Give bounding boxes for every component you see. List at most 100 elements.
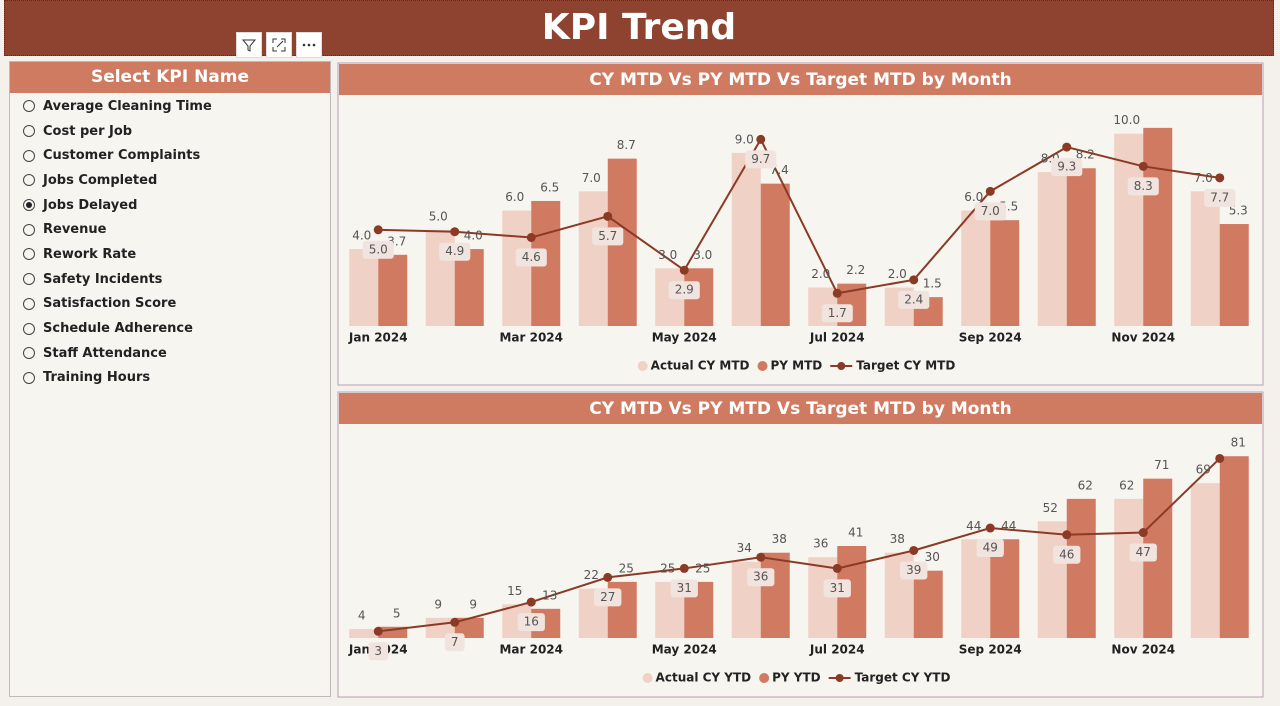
target-point: [832, 288, 842, 298]
slicer-item[interactable]: Rework Rate: [10, 242, 330, 267]
data-label-group: 44: [966, 519, 981, 533]
radio-button[interactable]: [23, 347, 35, 360]
data-label: 7.0: [582, 171, 601, 185]
radio-button[interactable]: [23, 273, 35, 286]
radio-button[interactable]: [23, 223, 35, 236]
target-point: [832, 563, 842, 573]
data-label-group: 1.5: [923, 277, 942, 291]
target-point: [373, 225, 383, 235]
data-label-group: 7.0: [1194, 171, 1213, 185]
target-point: [1062, 142, 1072, 152]
data-label: 2.2: [846, 263, 865, 277]
more-button[interactable]: [296, 32, 322, 58]
slicer-item[interactable]: Cost per Job: [10, 119, 330, 144]
kpi-slicer: Select KPI Name Average Cleaning Time Cos…: [9, 61, 331, 697]
legend-label: PY MTD: [771, 359, 823, 373]
data-label: 38: [890, 532, 905, 546]
data-label-group: 6.5: [540, 180, 559, 194]
bar: [1190, 191, 1220, 326]
slicer-item[interactable]: Training Hours: [10, 366, 330, 391]
target-label-group: 7.7: [1204, 188, 1236, 207]
data-label: 4.0: [352, 229, 371, 243]
target-line: [378, 137, 1220, 295]
radio-button[interactable]: [23, 248, 35, 261]
data-label: 71: [1154, 458, 1169, 472]
target-label: 4.9: [445, 244, 464, 258]
page-title: KPI Trend: [541, 7, 737, 48]
target-label-group: 7: [444, 633, 465, 652]
data-label: 36: [813, 537, 828, 551]
focus-button[interactable]: [266, 32, 292, 58]
slicer-item[interactable]: Schedule Adherence: [10, 316, 330, 341]
bar: [502, 210, 532, 326]
label-box: [747, 568, 775, 587]
target-label-group: 1.7: [821, 304, 853, 323]
radio-button[interactable]: [23, 199, 35, 212]
target-label-group: 31: [670, 579, 698, 598]
slicer-item[interactable]: Jobs Completed: [10, 168, 330, 193]
data-label-group: 22: [584, 568, 599, 582]
target-point: [603, 211, 613, 221]
target-label: 4.6: [522, 250, 541, 264]
data-label-group: 4: [358, 609, 366, 623]
target-label-group: 39: [900, 561, 928, 580]
bar: [1114, 498, 1144, 638]
slicer-item[interactable]: Safety Incidents: [10, 267, 330, 292]
label-box: [517, 613, 545, 632]
data-label-group: 38: [890, 532, 905, 546]
bar: [731, 152, 761, 326]
target-label: 49: [983, 541, 998, 555]
label-box: [439, 242, 471, 261]
target-label-group: 3: [368, 642, 389, 661]
radio-button[interactable]: [23, 322, 35, 335]
target-point: [909, 545, 919, 555]
data-label-group: 2.2: [846, 263, 865, 277]
data-label: 69: [1196, 463, 1211, 477]
radio-button[interactable]: [23, 100, 35, 113]
target-label-group: 2.9: [668, 281, 700, 300]
data-label-group: 62: [1119, 478, 1134, 492]
legend-label: Target CY YTD: [855, 671, 951, 685]
data-label: 7.0: [1194, 171, 1213, 185]
x-tick-label: Sep 2024: [959, 643, 1022, 657]
radio-button[interactable]: [23, 297, 35, 310]
target-label: 9.3: [1057, 160, 1076, 174]
target-label: 16: [524, 615, 539, 629]
legend: Actual CY YTD PY YTD Target CY YTD: [642, 671, 951, 685]
data-label: 8.7: [617, 138, 636, 152]
target-label-group: 9.3: [1051, 158, 1083, 177]
target-point: [603, 572, 613, 582]
label-box: [976, 539, 1004, 558]
slicer-item[interactable]: Average Cleaning Time: [10, 94, 330, 119]
x-tick-label: Jan 2024: [348, 331, 408, 345]
radio-button[interactable]: [23, 371, 35, 384]
data-label: 5: [393, 606, 401, 620]
radio-button[interactable]: [23, 125, 35, 138]
data-label: 1.5: [923, 277, 942, 291]
bar: [378, 626, 408, 638]
label-box: [974, 202, 1006, 221]
slicer-item[interactable]: Customer Complaints: [10, 143, 330, 168]
slicer-item[interactable]: Staff Attendance: [10, 341, 330, 366]
target-point: [1062, 530, 1072, 540]
data-label-group: 4.0: [464, 229, 483, 243]
chart-title: CY MTD Vs PY MTD Vs Target MTD by Month: [589, 70, 1012, 90]
label-box: [668, 281, 700, 300]
data-label: 9: [469, 597, 477, 611]
slicer-item-label: Staff Attendance: [43, 345, 167, 361]
target-label: 7: [451, 635, 459, 649]
slicer-item[interactable]: Jobs Delayed: [10, 193, 330, 218]
radio-button[interactable]: [23, 149, 35, 162]
target-point: [526, 233, 536, 243]
data-label-group: 8.2: [1076, 148, 1095, 162]
label-box: [1204, 188, 1236, 207]
filter-button[interactable]: [236, 32, 262, 58]
radio-button[interactable]: [23, 174, 35, 187]
legend: Actual CY MTD PY MTD Target CY MTD: [637, 359, 955, 373]
slicer-item[interactable]: Revenue: [10, 217, 330, 242]
target-point: [985, 186, 995, 196]
legend-marker: [757, 361, 768, 371]
data-label-group: 69: [1196, 463, 1211, 477]
slicer-item[interactable]: Satisfaction Score: [10, 292, 330, 317]
data-label-group: 7.0: [582, 171, 601, 185]
